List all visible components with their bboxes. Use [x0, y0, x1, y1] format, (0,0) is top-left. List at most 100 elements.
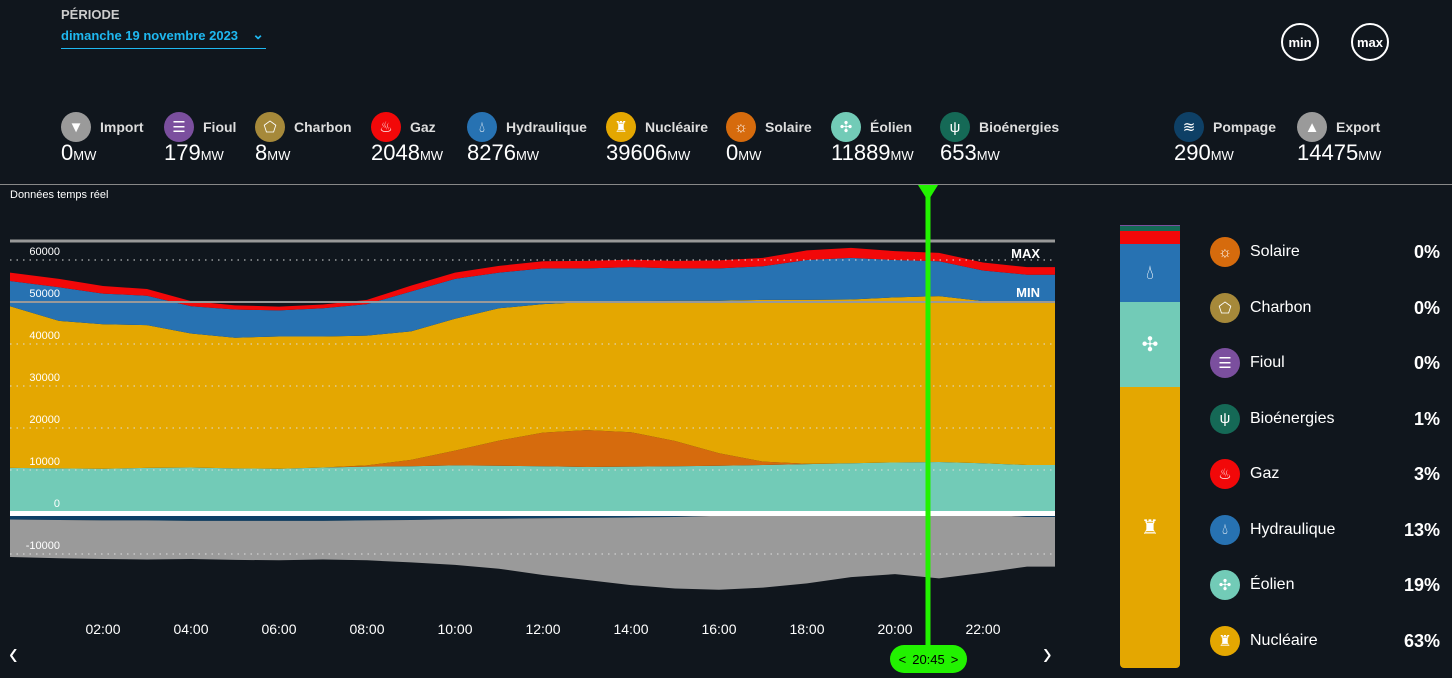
mix-segment-nuclear-plant: ♜ — [1120, 386, 1180, 668]
y-tick-label: -10000 — [26, 540, 60, 552]
mix-legend-item: ψ Bioénergies 1% — [1210, 403, 1440, 434]
production-chart[interactable]: 60000 50000 40000 30000 20000 10000 0 -10000 MAX… — [0, 185, 1100, 678]
period-date-dropdown[interactable]: dimanche 19 novembre 2023 ⌄ — [61, 26, 266, 49]
x-tick-label: 08:00 — [349, 621, 384, 637]
y-tick-label: 20000 — [29, 414, 60, 426]
mix-percent: 63% — [1403, 630, 1440, 651]
stat-value: 8MW — [255, 140, 291, 165]
water-drop-icon: 💧︎ — [467, 112, 497, 142]
y-tick-label: 0 — [54, 498, 60, 510]
area-hydraulique — [10, 257, 1055, 338]
mix-segment-water-drop: 💧︎ — [1120, 244, 1180, 303]
flame-icon: ♨ — [1210, 459, 1240, 489]
x-tick-label: 04:00 — [173, 621, 208, 637]
sun-icon: ☼ — [726, 112, 756, 142]
chevron-down-icon: ⌄ — [252, 26, 264, 42]
mix-legend-item: ⬠ Charbon 0% — [1210, 292, 1440, 323]
chevron-right-icon: > — [950, 651, 959, 667]
stat-label: Charbon — [294, 119, 352, 135]
mix-label: Éolien — [1250, 576, 1295, 593]
stat-label: Import — [100, 119, 144, 135]
mix-label: Fioul — [1250, 354, 1285, 371]
mix-legend-item: ♜ Nucléaire 63% — [1210, 625, 1440, 656]
mix-legend-item: ☼ Solaire 0% — [1210, 237, 1440, 267]
flame-icon: ♨ — [371, 112, 401, 142]
x-tick-label: 16:00 — [701, 621, 736, 637]
x-tick-label: 02:00 — [85, 621, 120, 637]
mix-segment-flame — [1120, 230, 1180, 245]
mix-label: Bioénergies — [1250, 409, 1335, 427]
x-tick-label: 06:00 — [261, 621, 296, 637]
stat-label: Gaz — [410, 119, 436, 135]
nuclear-plant-icon: ♜ — [606, 112, 636, 142]
mix-legend-item: ✣ Éolien 19% — [1210, 570, 1440, 600]
stat-value: 653MW — [940, 140, 1000, 165]
stat-label: Hydraulique — [506, 119, 587, 135]
waves-icon: ≋ — [1174, 112, 1204, 142]
x-tick-label: 18:00 — [789, 621, 824, 637]
stat-value: 14475MW — [1297, 140, 1382, 165]
mix-percent: 0% — [1413, 353, 1440, 373]
arrow-up-icon: ▲ — [1297, 112, 1327, 142]
x-tick-label: 14:00 — [613, 621, 648, 637]
energy-mix-bar: 💧︎ ✣ ♜ — [1120, 225, 1180, 668]
stat-value: 2048MW — [371, 140, 444, 165]
sun-icon: ☼ — [1210, 237, 1240, 267]
mix-label: Solaire — [1250, 243, 1300, 260]
y-tick-label: 50000 — [29, 288, 60, 300]
sprout-icon: ψ — [940, 112, 970, 142]
barrel-icon: ☰ — [164, 112, 194, 142]
y-tick-label: 60000 — [29, 246, 60, 258]
mix-label: Charbon — [1250, 298, 1312, 316]
period-label: PÉRIODE — [61, 7, 120, 22]
wind-turbine-icon: ✣ — [831, 112, 861, 142]
mix-segment-sprout — [1120, 226, 1180, 231]
previous-day-button[interactable]: ‹ — [9, 633, 18, 673]
stat-label: Fioul — [203, 119, 237, 135]
stat-value: 0MW — [726, 140, 762, 165]
zero-line — [10, 511, 1055, 516]
cursor-marker-icon — [918, 185, 938, 201]
mix-percent: 1% — [1413, 408, 1440, 429]
time-cursor-handle[interactable]: < 20:45 > — [890, 645, 967, 673]
mix-percent: 19% — [1403, 575, 1440, 595]
stat-label: Éolien — [870, 119, 913, 135]
wind-turbine-icon: ✣ — [1210, 570, 1240, 600]
mix-percent: 3% — [1413, 464, 1440, 484]
x-tick-label: 10:00 — [437, 621, 472, 637]
realtime-label: Données temps réel — [10, 189, 109, 201]
stat-value: 0MW — [61, 140, 97, 165]
ref-label-min: MIN — [1016, 285, 1040, 300]
mix-label: Hydraulique — [1250, 520, 1336, 538]
arrow-down-icon: ▼ — [61, 112, 91, 142]
nuclear-plant-icon: ♜ — [1210, 625, 1240, 656]
area-nucleaire — [10, 296, 1055, 469]
sprout-icon: ψ — [1210, 403, 1240, 434]
y-tick-label: 30000 — [29, 372, 60, 384]
mix-percent: 0% — [1413, 242, 1440, 262]
min-button[interactable]: min — [1281, 23, 1319, 61]
mix-legend-item: 💧︎ Hydraulique 13% — [1210, 514, 1440, 545]
next-day-button[interactable]: › — [1043, 633, 1052, 673]
mix-label: Gaz — [1250, 465, 1280, 482]
max-button[interactable]: max — [1351, 23, 1389, 61]
stat-value: 11889MW — [831, 140, 914, 165]
stat-value: 39606MW — [606, 140, 691, 165]
area-export — [10, 513, 1055, 590]
cursor-time: 20:45 — [912, 651, 945, 667]
stat-label: Pompage — [1213, 119, 1277, 135]
coal-icon: ⬠ — [255, 112, 285, 142]
divider — [0, 184, 1452, 185]
stat-label: Nucléaire — [645, 119, 709, 135]
coal-icon: ⬠ — [1210, 292, 1240, 323]
y-tick-label: 10000 — [29, 456, 60, 468]
mix-percent: 13% — [1403, 519, 1440, 540]
chevron-left-icon: < — [898, 651, 907, 667]
stat-value: 290MW — [1174, 140, 1234, 165]
stat-label: Export — [1336, 119, 1381, 135]
mix-legend-item: ♨ Gaz 3% — [1210, 459, 1440, 489]
area-eolien — [10, 462, 1055, 512]
x-tick-label: 12:00 — [525, 621, 560, 637]
stat-value: 179MW — [164, 140, 224, 165]
ref-label-max: MAX — [1011, 246, 1040, 261]
